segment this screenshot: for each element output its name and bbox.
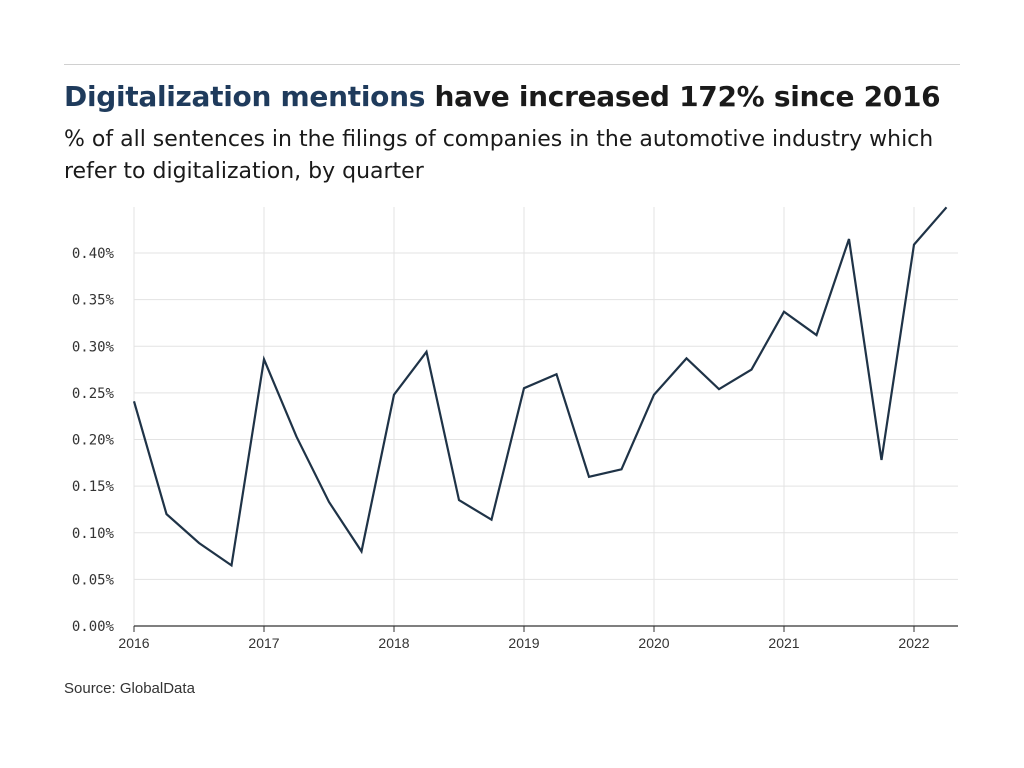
y-tick-label: 0.25%	[72, 386, 115, 402]
x-tick-label: 2017	[248, 635, 279, 651]
x-tick-label: 2018	[378, 635, 409, 651]
title-rest: have increased 172% since 2016	[425, 80, 941, 113]
x-tick-label: 2016	[118, 635, 149, 651]
x-tick-label: 2022	[898, 635, 929, 651]
series-line	[132, 206, 948, 568]
y-tick-label: 0.00%	[72, 619, 115, 635]
source-note: Source: GlobalData	[64, 680, 195, 697]
y-tick-label: 0.05%	[72, 572, 115, 588]
top-rule	[64, 64, 960, 65]
y-tick-label: 0.40%	[72, 246, 115, 262]
y-tick-label: 0.15%	[72, 479, 115, 495]
chart-title: Digitalization mentions have increased 1…	[64, 80, 941, 113]
title-highlight: Digitalization mentions	[64, 80, 426, 113]
y-tick-label: 0.10%	[72, 526, 115, 542]
y-tick-label: 0.35%	[72, 293, 115, 309]
y-tick-label: 0.30%	[72, 339, 115, 355]
x-tick-label: 2021	[768, 635, 799, 651]
y-tick-label: 0.20%	[72, 433, 115, 449]
x-tick-label: 2020	[638, 635, 669, 651]
x-tick-label: 2019	[508, 635, 539, 651]
chart-subtitle: % of all sentences in the filings of com…	[64, 127, 934, 184]
